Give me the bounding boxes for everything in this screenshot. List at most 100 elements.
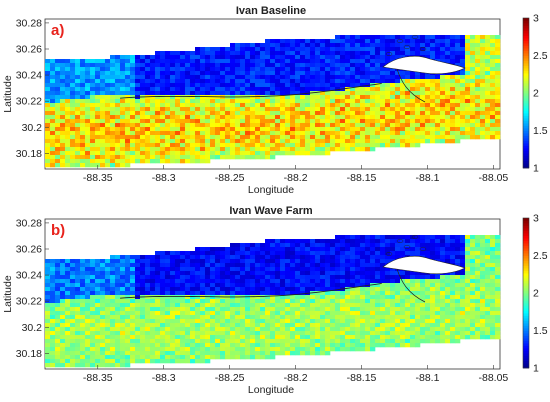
heatmap-cell bbox=[325, 55, 331, 60]
heatmap-cell bbox=[90, 91, 96, 96]
heatmap-cell bbox=[365, 143, 371, 148]
heatmap-cell bbox=[75, 107, 81, 112]
heatmap-cell bbox=[290, 251, 296, 256]
heatmap-cell bbox=[85, 335, 91, 340]
heatmap-cell bbox=[165, 343, 171, 348]
heatmap-cell bbox=[320, 323, 326, 328]
heatmap-cell bbox=[235, 335, 241, 340]
heatmap-cell bbox=[225, 335, 231, 340]
heatmap-cell bbox=[120, 115, 126, 120]
heatmap-cell bbox=[240, 83, 246, 88]
heatmap-cell bbox=[320, 335, 326, 340]
heatmap-cell bbox=[45, 335, 51, 340]
heatmap-cell bbox=[155, 255, 161, 260]
heatmap-cell bbox=[85, 67, 91, 72]
heatmap-cell bbox=[360, 111, 366, 116]
heatmap-cell bbox=[55, 91, 61, 96]
heatmap-cell bbox=[200, 275, 206, 280]
heatmap-cell bbox=[205, 127, 211, 132]
heatmap-cell bbox=[395, 299, 401, 304]
heatmap-cell bbox=[100, 323, 106, 328]
heatmap-cell bbox=[65, 271, 71, 276]
heatmap-cell bbox=[280, 51, 286, 56]
heatmap-cell bbox=[480, 107, 486, 112]
heatmap-cell bbox=[160, 51, 166, 56]
heatmap-cell bbox=[60, 135, 66, 140]
heatmap-cell bbox=[335, 79, 341, 84]
heatmap-cell bbox=[85, 295, 91, 300]
colorbar-segment bbox=[523, 153, 529, 156]
heatmap-cell bbox=[260, 59, 266, 64]
heatmap-cell bbox=[150, 143, 156, 148]
heatmap-cell bbox=[150, 347, 156, 352]
heatmap-cell bbox=[225, 339, 231, 344]
heatmap-cell bbox=[480, 279, 486, 284]
heatmap-cell bbox=[355, 63, 361, 68]
heatmap-cell bbox=[255, 127, 261, 132]
heatmap-cell bbox=[150, 135, 156, 140]
heatmap-cell bbox=[405, 295, 411, 300]
heatmap-cell bbox=[455, 59, 461, 64]
heatmap-cell bbox=[325, 119, 331, 124]
heatmap-cell bbox=[155, 283, 161, 288]
heatmap-cell bbox=[90, 331, 96, 336]
heatmap-cell bbox=[375, 139, 381, 144]
heatmap-cell bbox=[180, 143, 186, 148]
heatmap-cell bbox=[430, 303, 436, 308]
heatmap-cell bbox=[310, 343, 316, 348]
heatmap-cell bbox=[380, 79, 386, 84]
heatmap-cell bbox=[335, 255, 341, 260]
heatmap-cell bbox=[295, 291, 301, 296]
heatmap-cell bbox=[315, 115, 321, 120]
heatmap-cell bbox=[240, 323, 246, 328]
heatmap-cell bbox=[340, 235, 346, 240]
x-tick-label: -88.05 bbox=[479, 172, 509, 184]
heatmap-cell bbox=[225, 147, 231, 152]
heatmap-cell bbox=[395, 79, 401, 84]
heatmap-cell bbox=[340, 279, 346, 284]
heatmap-cell bbox=[375, 67, 381, 72]
heatmap-cell bbox=[185, 323, 191, 328]
heatmap-cell bbox=[90, 259, 96, 264]
heatmap-cell bbox=[160, 111, 166, 116]
heatmap-cell bbox=[295, 295, 301, 300]
heatmap-cell bbox=[285, 307, 291, 312]
heatmap-cell bbox=[350, 327, 356, 332]
heatmap-cell bbox=[75, 67, 81, 72]
heatmap-cell bbox=[155, 135, 161, 140]
heatmap-cell bbox=[485, 35, 491, 40]
heatmap-cell bbox=[310, 271, 316, 276]
heatmap-cell bbox=[465, 115, 471, 120]
heatmap-cell bbox=[105, 71, 111, 76]
heatmap-cell bbox=[120, 295, 126, 300]
heatmap-cell bbox=[270, 239, 276, 244]
heatmap-cell bbox=[60, 119, 66, 124]
heatmap-cell bbox=[335, 299, 341, 304]
heatmap-cell bbox=[470, 335, 476, 340]
heatmap-cell bbox=[260, 107, 266, 112]
heatmap-cell bbox=[280, 335, 286, 340]
heatmap-cell bbox=[150, 63, 156, 68]
heatmap-cell bbox=[490, 295, 496, 300]
heatmap-cell bbox=[480, 131, 486, 136]
heatmap-cell bbox=[315, 71, 321, 76]
heatmap-cell bbox=[400, 303, 406, 308]
heatmap-cell bbox=[405, 115, 411, 120]
heatmap-cell bbox=[165, 123, 171, 128]
heatmap-cell bbox=[490, 239, 496, 244]
heatmap-cell bbox=[250, 87, 256, 92]
heatmap-cell bbox=[115, 103, 121, 108]
heatmap-cell bbox=[395, 139, 401, 144]
heatmap-cell bbox=[450, 95, 456, 100]
heatmap-cell bbox=[60, 139, 66, 144]
heatmap-cell bbox=[140, 159, 146, 164]
heatmap-cell bbox=[460, 243, 466, 248]
heatmap-cell bbox=[400, 43, 406, 48]
heatmap-cell bbox=[260, 279, 266, 284]
heatmap-cell bbox=[95, 123, 101, 128]
heatmap-cell bbox=[80, 83, 86, 88]
heatmap-cell bbox=[495, 299, 501, 304]
heatmap-cell bbox=[60, 327, 66, 332]
heatmap-cell bbox=[190, 259, 196, 264]
heatmap-cell bbox=[440, 99, 446, 104]
